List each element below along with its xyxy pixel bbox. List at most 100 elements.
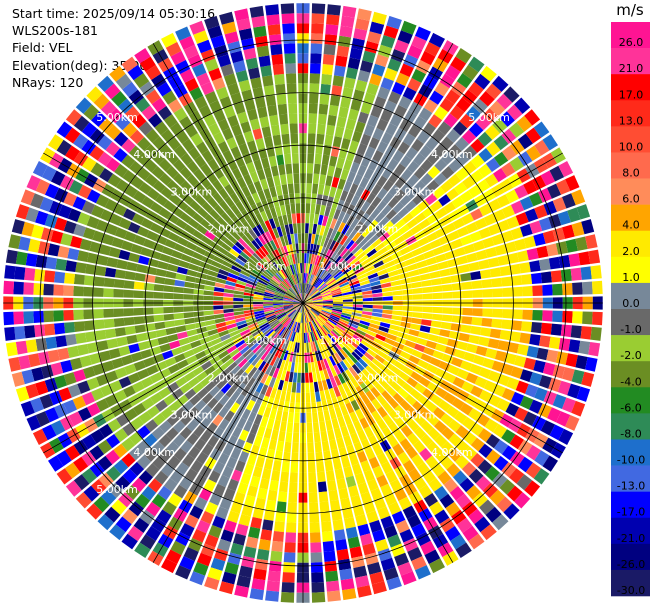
ray-gate: [531, 272, 542, 284]
ray-gate: [277, 379, 284, 391]
ray-gate: [360, 339, 371, 348]
ray-gate: [472, 289, 483, 298]
ray-gate: [218, 418, 230, 431]
ray-gate: [308, 274, 313, 285]
ray-gate: [203, 479, 217, 492]
ray-gate: [425, 340, 437, 350]
ray-gate: [534, 387, 548, 402]
ray-gate: [327, 263, 336, 273]
ray-gate: [376, 175, 388, 188]
ray-gate: [461, 461, 477, 477]
ray-gate: [295, 392, 301, 403]
ray-gate: [432, 407, 446, 420]
ray-gate: [314, 278, 322, 288]
ray-gate: [322, 299, 333, 302]
ray-gate: [332, 268, 341, 277]
ray-gate: [285, 431, 293, 443]
ray-gate: [237, 482, 249, 495]
ray-gate: [239, 429, 249, 442]
ray-gate: [470, 154, 485, 169]
ray-gate: [364, 333, 375, 341]
ray-gate: [430, 394, 443, 406]
ray-gate: [304, 283, 307, 294]
ray-gate: [434, 105, 449, 121]
ray-gate: [311, 13, 325, 24]
ray-gate: [345, 402, 355, 414]
ray-gate: [324, 560, 338, 572]
ray-gate: [312, 422, 320, 433]
ray-gate: [450, 534, 467, 550]
ray-gate: [439, 517, 455, 533]
ray-gate: [439, 268, 451, 277]
ray-gate: [423, 346, 435, 356]
ray-gate: [482, 288, 493, 298]
ray-gate: [369, 571, 385, 585]
ray-gate: [434, 172, 447, 186]
ray-gate: [317, 184, 325, 195]
ray-gate: [335, 55, 348, 67]
ray-gate: [313, 381, 319, 393]
ray-gate: [494, 244, 507, 256]
ray-gate: [397, 451, 410, 465]
ray-gate: [504, 241, 517, 254]
ray-gate: [353, 248, 364, 258]
ray-gate: [536, 347, 549, 361]
ray-gate: [385, 470, 398, 483]
ray-gate: [322, 294, 333, 299]
ray-gate: [357, 8, 372, 21]
ray-gate: [427, 333, 439, 343]
ray-gate: [317, 214, 324, 226]
ray-gate: [380, 77, 394, 91]
ray-gate: [377, 330, 388, 338]
ray-gate: [351, 555, 365, 569]
ray-gate: [241, 504, 254, 517]
ray-gate: [511, 320, 523, 331]
ray-gate: [426, 213, 439, 225]
ray-gate: [227, 435, 238, 447]
ray-gate: [425, 137, 439, 151]
ray-gate: [318, 269, 326, 279]
ray-gate: [410, 371, 422, 382]
ray-gate: [345, 226, 354, 237]
colorbar-tick-label: -4.0: [620, 375, 641, 388]
ray-gate: [310, 53, 322, 64]
ray-gate: [349, 183, 359, 195]
ray-gate: [461, 316, 473, 325]
ray-gate: [332, 293, 343, 298]
ray-gate: [482, 108, 498, 124]
ray-gate: [459, 190, 473, 204]
ray-gate: [581, 219, 595, 235]
ray-gate: [305, 203, 311, 214]
ray-gate: [562, 193, 576, 209]
ray-gate: [273, 357, 280, 368]
ray-gate: [309, 382, 315, 393]
ray-gate: [233, 491, 246, 504]
ray-gate: [325, 334, 334, 345]
ray-gate: [367, 114, 379, 128]
ray-gate: [300, 322, 303, 333]
ray-gate: [281, 461, 290, 473]
ray-gate: [367, 326, 379, 334]
ray-gate: [301, 303, 303, 313]
ray-gate: [311, 592, 326, 603]
ray-gate: [425, 400, 438, 413]
ray-gate: [373, 260, 384, 269]
ray-gate: [331, 342, 340, 353]
ray-gate: [455, 136, 470, 151]
ray-gate: [359, 417, 370, 429]
ray-gate: [499, 479, 515, 495]
ray-gate: [392, 150, 405, 163]
ray-gate: [514, 355, 527, 368]
ray-gate: [235, 523, 249, 536]
ray-gate: [394, 417, 407, 430]
ray-gate: [305, 223, 309, 234]
ray-gate: [391, 315, 402, 321]
ray-gate: [291, 442, 299, 453]
ray-gate: [415, 565, 431, 580]
ray-gate: [448, 159, 462, 173]
ray-gate: [338, 558, 352, 571]
ray-gate: [520, 223, 533, 237]
ray-gate: [354, 220, 364, 232]
ray-gate: [308, 223, 314, 234]
ray-gate: [254, 558, 268, 571]
